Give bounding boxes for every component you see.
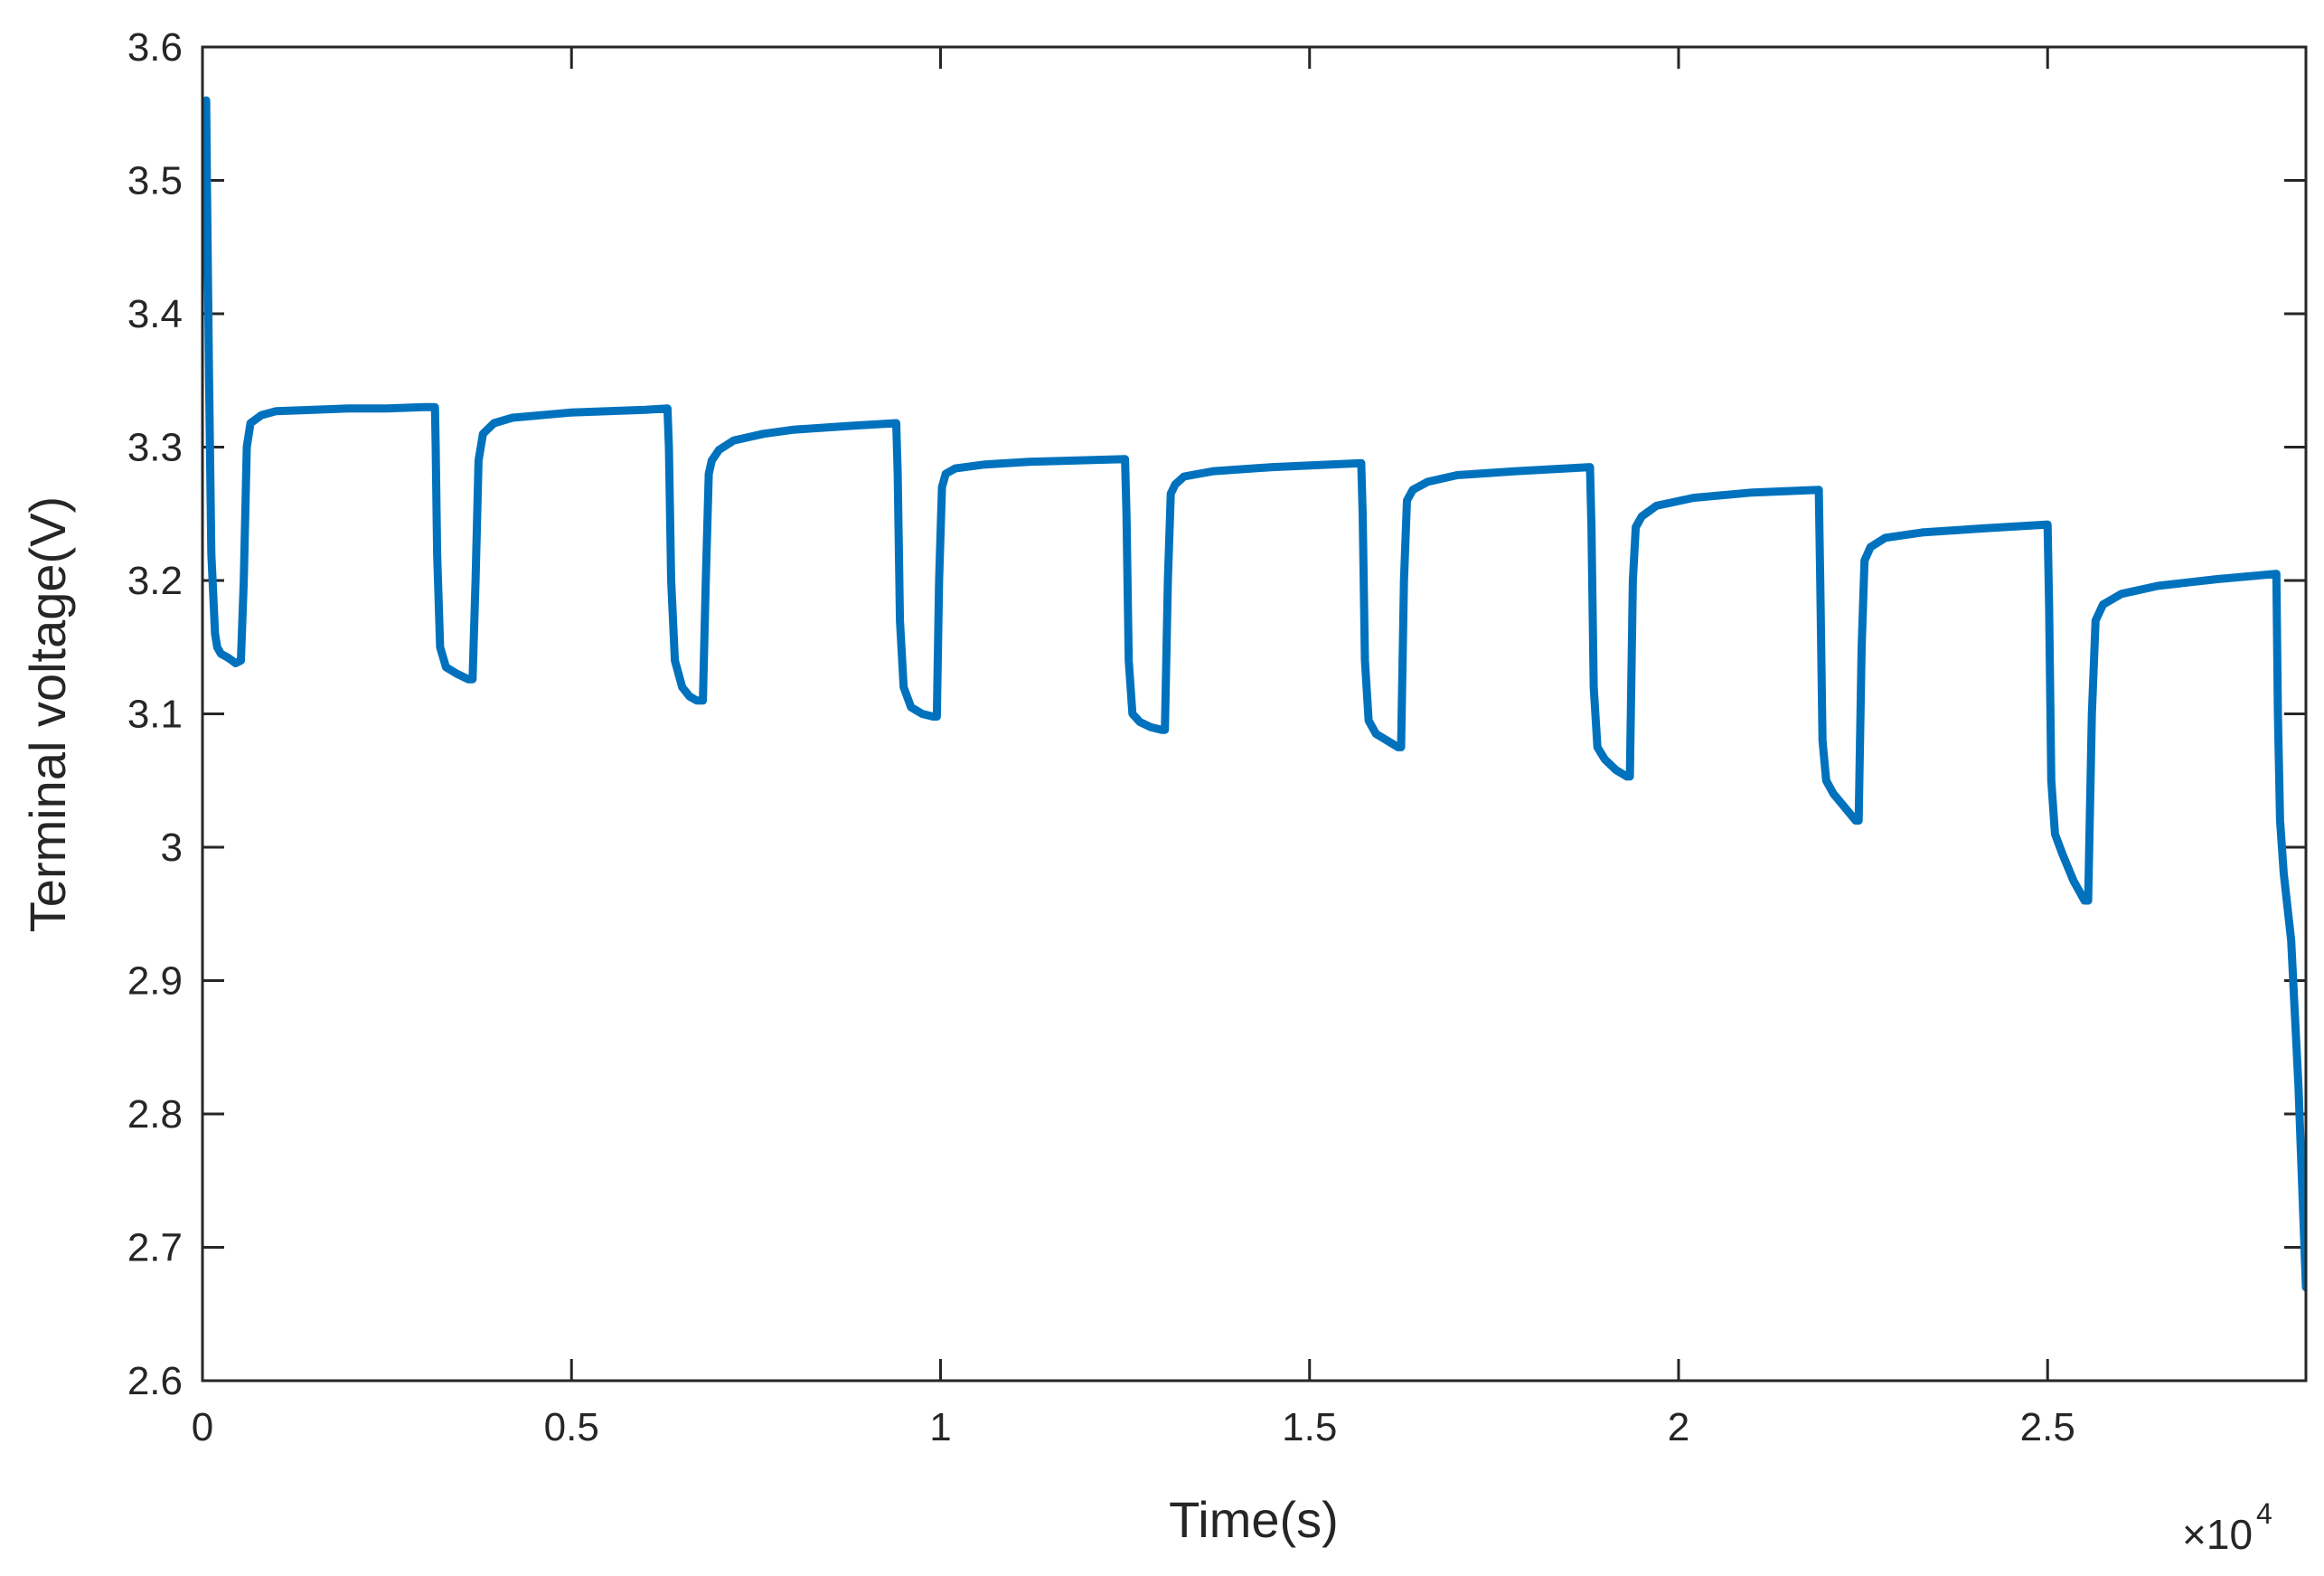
x-tick-label: 0.5 (544, 1405, 599, 1449)
y-axis-label: Terminal voltage(V) (19, 496, 76, 932)
y-tick-label: 2.9 (127, 959, 183, 1004)
y-tick-label: 3.4 (127, 292, 183, 336)
y-tick-label: 2.7 (127, 1226, 183, 1270)
plot-area (202, 47, 2306, 1381)
x-tick-label: 2.5 (2020, 1405, 2075, 1449)
y-tick-label: 3.1 (127, 693, 183, 737)
y-tick-label: 3.5 (127, 159, 183, 203)
x-tick-label: 2 (1668, 1405, 1689, 1449)
y-tick-label: 2.8 (127, 1092, 183, 1137)
y-tick-label: 3 (161, 826, 183, 870)
plot-frame (201, 45, 2308, 1383)
y-tick-label: 3.6 (127, 25, 183, 70)
y-tick-label: 2.6 (127, 1359, 183, 1403)
x-axis-multiplier: ×10 4 (2182, 1497, 2272, 1558)
x-multiplier-base: ×10 (2182, 1511, 2253, 1558)
voltage-series-line (202, 96, 2306, 1292)
x-tick-label: 1.5 (1282, 1405, 1337, 1449)
x-multiplier-exponent: 4 (2256, 1497, 2272, 1530)
x-axis-label: Time(s) (1169, 1491, 1339, 1548)
y-tick-label: 3.2 (127, 559, 183, 603)
y-tick-label: 3.3 (127, 426, 183, 470)
x-tick-label: 1 (929, 1405, 951, 1449)
x-tick-label: 0 (192, 1405, 213, 1449)
